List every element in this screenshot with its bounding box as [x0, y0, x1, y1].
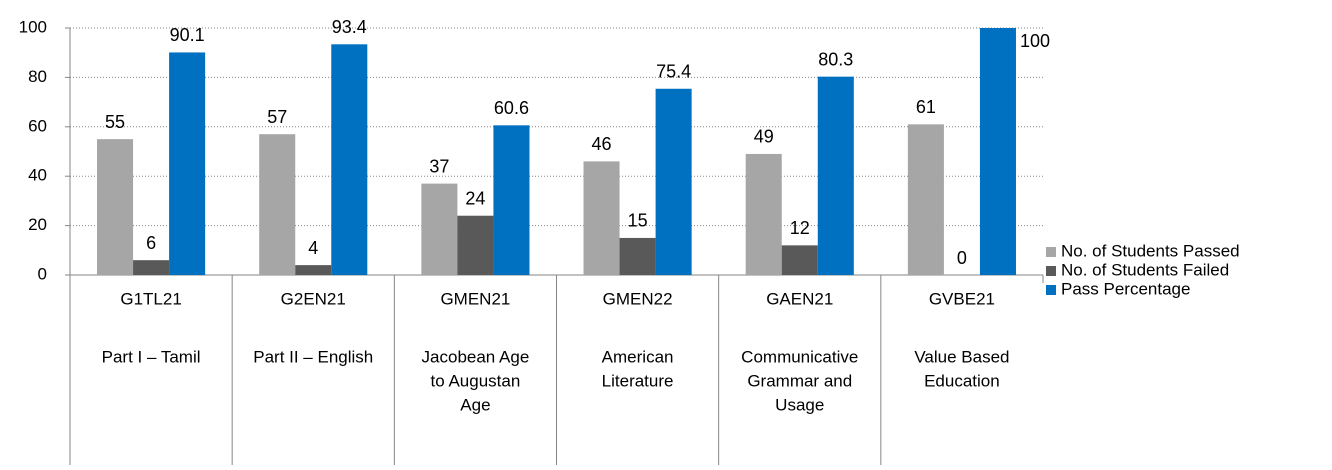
legend-label: No. of Students Passed	[1061, 241, 1240, 260]
category-name: Communicative	[741, 347, 858, 366]
legend-swatch	[1046, 247, 1056, 257]
data-label: 49	[754, 127, 774, 147]
category-name: Education	[924, 371, 1000, 390]
data-label: 46	[592, 134, 612, 154]
data-label: 15	[628, 211, 648, 231]
bar	[619, 237, 656, 275]
data-label: 24	[465, 188, 485, 208]
legend-label: No. of Students Failed	[1061, 260, 1229, 279]
data-label: 80.3	[818, 49, 853, 69]
bar	[97, 139, 134, 275]
category-code: G2EN21	[281, 289, 346, 308]
category-code: GVBE21	[929, 289, 995, 308]
bar	[979, 28, 1016, 275]
data-label: 93.4	[332, 17, 367, 37]
data-label: 55	[105, 112, 125, 132]
bar	[817, 76, 854, 275]
bar	[655, 88, 692, 276]
bar	[493, 125, 530, 276]
category-name: to Augustan	[431, 371, 521, 390]
bar	[907, 124, 944, 275]
category-name: Usage	[775, 395, 824, 414]
bar	[295, 265, 332, 275]
legend-label: Pass Percentage	[1061, 279, 1190, 298]
data-label: 90.1	[170, 25, 205, 45]
category-code: GMEN21	[440, 289, 510, 308]
category-name: Part I – Tamil	[102, 347, 201, 366]
bar	[421, 183, 458, 275]
category-name: Grammar and	[747, 371, 852, 390]
category-name: Value Based	[914, 347, 1009, 366]
data-label: 0	[957, 248, 967, 268]
category-name: American	[602, 347, 674, 366]
data-label: 6	[146, 233, 156, 253]
data-label: 100	[1020, 31, 1050, 51]
category-name: Age	[460, 395, 490, 414]
category-name: Jacobean Age	[422, 347, 530, 366]
bar	[457, 215, 494, 275]
data-label: 61	[916, 97, 936, 117]
data-label: 75.4	[656, 62, 691, 82]
data-label: 12	[790, 218, 810, 238]
y-tick-label: 0	[38, 264, 47, 283]
y-tick-label: 100	[19, 17, 47, 36]
category-code: GAEN21	[766, 289, 833, 308]
category-name: Literature	[602, 371, 674, 390]
data-label: 37	[429, 156, 449, 176]
bar	[745, 153, 782, 275]
data-label: 60.6	[494, 98, 529, 118]
category-code: GMEN22	[603, 289, 673, 308]
bar	[169, 52, 206, 275]
bar	[259, 134, 296, 275]
bar	[133, 260, 170, 275]
data-label: 4	[308, 238, 318, 258]
legend-swatch	[1046, 266, 1056, 276]
y-tick-label: 40	[28, 166, 47, 185]
bar	[781, 245, 818, 275]
bar	[583, 161, 620, 275]
y-tick-label: 80	[28, 67, 47, 86]
y-tick-label: 60	[28, 116, 47, 135]
category-code: G1TL21	[120, 289, 181, 308]
legend-swatch	[1046, 285, 1056, 295]
y-tick-label: 20	[28, 215, 47, 234]
category-name: Part II – English	[253, 347, 373, 366]
bar	[331, 44, 368, 275]
data-label: 57	[267, 107, 287, 127]
